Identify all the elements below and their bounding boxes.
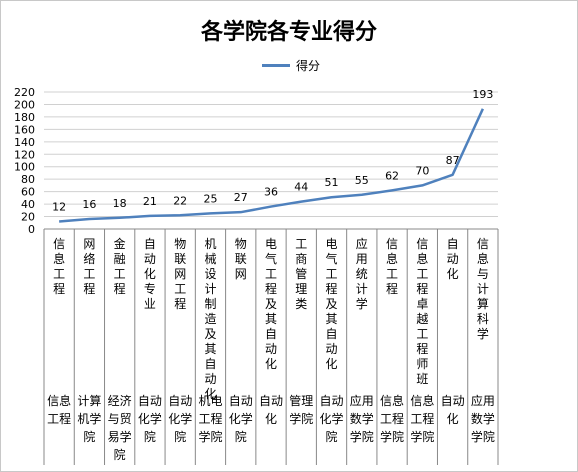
y-tick-label: 160 (14, 123, 35, 136)
y-tick-label: 0 (28, 223, 35, 236)
x-tick-label-major: 自动化专业 (144, 237, 156, 311)
x-tick-label-major: 信息工程 (53, 237, 65, 296)
y-tick-label: 100 (14, 161, 35, 174)
y-tick-label: 200 (14, 98, 35, 111)
data-label: 44 (294, 181, 308, 194)
y-tick-label: 80 (21, 173, 35, 186)
x-tick-label-college: 自动化学院 (229, 394, 253, 444)
y-tick-label: 60 (21, 186, 35, 199)
x-tick-label-major: 工商管理类 (295, 237, 307, 311)
x-tick-label-major: 网络工程 (83, 237, 95, 296)
legend: 得分 (262, 57, 320, 73)
x-tick-label-college: 应用数学学院 (350, 393, 374, 444)
y-tick-label: 180 (14, 111, 35, 124)
x-tick-label-major: 机械设计制造及其自动化 (204, 237, 216, 401)
y-tick-label: 120 (14, 148, 35, 161)
legend-swatch (262, 64, 290, 67)
x-tick-label-major: 应用统计学 (356, 236, 368, 311)
data-label: 87 (446, 154, 460, 167)
series-line (59, 108, 485, 223)
y-tick-label: 20 (21, 211, 35, 224)
x-tick-label-major: 物联网工程 (174, 237, 186, 311)
x-tick-label-college: 信息工程 (47, 393, 71, 426)
x-tick-label-college: 管理学院 (289, 393, 313, 426)
data-label: 36 (264, 186, 278, 199)
x-tick-label-major: 自动化 (447, 237, 459, 281)
x-tick-label-major: 信息工程卓越工程师班 (416, 237, 428, 386)
data-label: 16 (82, 198, 96, 211)
x-tick-label-college: 机电工程学院 (198, 394, 222, 444)
x-tick-label-major: 金融工程 (114, 236, 126, 296)
data-label: 51 (325, 176, 339, 189)
x-tick-label-college: 信息工程学院 (410, 393, 434, 444)
x-tick-label-college: 自动化 (441, 394, 465, 426)
chart-title: 各学院各专业得分 (200, 20, 377, 45)
data-label: 25 (203, 192, 217, 205)
data-label: 62 (385, 169, 399, 182)
legend-label: 得分 (296, 59, 321, 73)
x-tick-label-major: 信息工程 (386, 237, 398, 296)
data-label: 21 (143, 195, 157, 208)
data-label: 18 (113, 197, 127, 210)
x-tick-label-college: 自动化学院 (320, 394, 344, 444)
x-tick-label-major: 物联网 (235, 237, 247, 281)
y-tick-label: 220 (14, 86, 35, 99)
x-tick-label-major: 电气工程及其自动化 (326, 237, 338, 371)
y-tick-label: 140 (14, 136, 35, 149)
data-label: 22 (173, 194, 187, 207)
x-tick-label-college: 自动化学院 (168, 394, 192, 444)
x-tick-label-major: 信息与计算科学 (477, 237, 489, 341)
x-tick-label-college: 自动化学院 (138, 394, 162, 444)
data-label: 12 (52, 201, 66, 214)
x-tick-label-college: 经济与贸易学院 (108, 393, 132, 462)
x-tick-label-college: 自动化 (259, 394, 283, 426)
y-tick-label: 40 (21, 198, 35, 211)
x-tick-label-college: 应用数学学院 (471, 393, 495, 444)
data-label: 70 (415, 164, 429, 177)
data-label: 27 (234, 191, 248, 204)
x-tick-label-major: 电气工程及其自动化 (265, 237, 277, 371)
data-label: 193 (472, 88, 493, 101)
x-tick-label-college: 计算机学院 (77, 393, 101, 444)
x-tick-label-college: 信息工程学院 (380, 393, 404, 444)
data-label: 55 (355, 174, 369, 187)
